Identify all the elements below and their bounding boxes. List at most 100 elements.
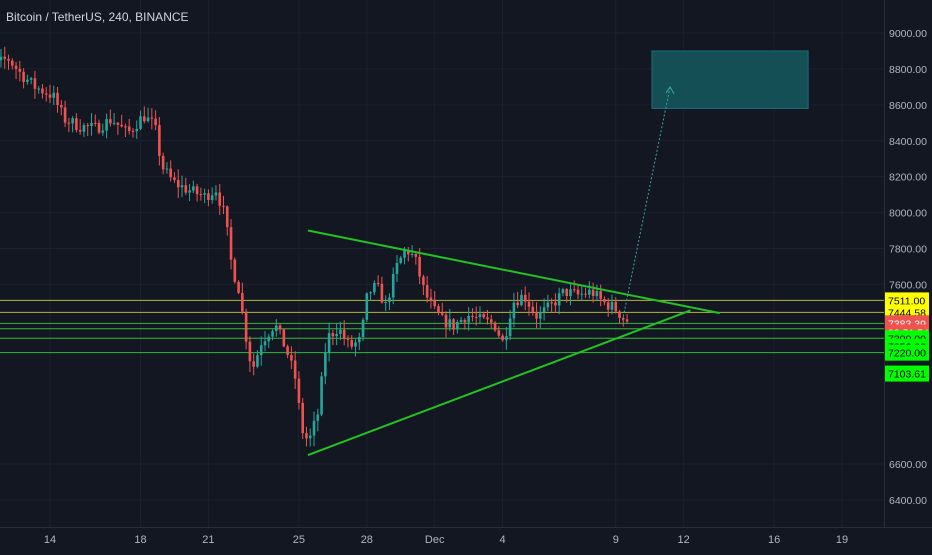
candle-up xyxy=(561,289,565,294)
time-axis-panel[interactable] xyxy=(0,527,932,550)
candle-down xyxy=(75,118,78,130)
price-tick-label: 7800.00 xyxy=(889,244,927,256)
candle-down xyxy=(10,60,14,66)
price-tick-label: 8800.00 xyxy=(889,64,927,76)
candle-up xyxy=(101,130,105,133)
candle-down xyxy=(418,256,421,277)
time-tick-label: 28 xyxy=(361,534,373,546)
candle-up xyxy=(203,193,206,195)
candle-down xyxy=(33,78,37,89)
price-label-tag xyxy=(885,365,929,382)
candle-down xyxy=(489,319,493,323)
candle-down xyxy=(346,338,350,340)
trendline-lower xyxy=(307,309,691,456)
candle-up xyxy=(456,321,459,330)
candle-up xyxy=(478,314,482,318)
candle-down xyxy=(376,283,380,285)
drawing-tools xyxy=(307,85,721,456)
candle-down xyxy=(625,319,629,322)
price-tick-label: 8200.00 xyxy=(889,172,927,184)
candle-down xyxy=(18,68,22,72)
price-label-tag xyxy=(885,344,929,361)
candle-down xyxy=(248,341,252,362)
time-tick-label: Dec xyxy=(425,534,445,546)
candle-up xyxy=(210,195,214,200)
candle-up xyxy=(369,292,372,294)
candle-up xyxy=(256,355,259,367)
projection-arrow-head xyxy=(665,85,675,95)
candle-up xyxy=(557,293,561,306)
candle-up xyxy=(459,319,463,322)
candle-down xyxy=(169,168,172,178)
candle-down xyxy=(56,92,59,105)
time-tick-label: 19 xyxy=(836,534,848,546)
candle-down xyxy=(603,298,606,303)
candle-up xyxy=(467,315,470,323)
candle-down xyxy=(606,302,610,310)
candle-down xyxy=(195,186,199,195)
candle-down xyxy=(463,319,467,323)
candle-up xyxy=(135,128,139,132)
candle-down xyxy=(3,56,7,59)
price-tick-label: 8000.00 xyxy=(889,208,927,220)
candle-down xyxy=(14,65,18,69)
candle-up xyxy=(357,336,361,343)
candle-up xyxy=(505,336,508,341)
candle-up xyxy=(391,273,395,298)
chart-grid xyxy=(0,0,884,527)
candle-up xyxy=(512,302,516,319)
candle-down xyxy=(527,301,531,307)
time-tick-label: 21 xyxy=(202,534,214,546)
candle-up xyxy=(71,118,74,124)
candle-down xyxy=(535,311,538,319)
candle-up xyxy=(37,88,40,90)
candle-up xyxy=(82,125,86,132)
candle-up xyxy=(165,168,169,170)
candle-down xyxy=(290,354,293,361)
candle-down xyxy=(497,330,501,336)
candle-up xyxy=(448,319,452,328)
candle-down xyxy=(440,313,444,315)
candle-down xyxy=(297,378,301,403)
candle-up xyxy=(112,122,116,124)
candle-up xyxy=(0,56,3,61)
candlestick-series xyxy=(0,46,629,447)
candle-down xyxy=(218,192,222,206)
candle-down xyxy=(44,93,48,95)
candle-up xyxy=(320,376,323,415)
candle-down xyxy=(501,335,504,341)
price-tick-label: 6400.00 xyxy=(889,495,927,507)
price-tick-label: 8400.00 xyxy=(889,136,927,148)
candle-up xyxy=(29,78,33,80)
candle-down xyxy=(150,117,154,119)
candle-down xyxy=(184,185,188,193)
candle-down xyxy=(572,289,576,291)
candle-up xyxy=(146,117,150,122)
price-axis-panel[interactable] xyxy=(884,0,932,527)
candle-down xyxy=(342,329,346,339)
time-tick-label: 12 xyxy=(678,534,690,546)
candle-down xyxy=(282,329,286,347)
candle-up xyxy=(542,307,546,313)
price-axis-labels: 7511.007444.587383.3903:51:547300.007253… xyxy=(885,292,929,382)
candle-down xyxy=(554,302,557,306)
candle-down xyxy=(41,88,44,94)
candle-up xyxy=(595,291,599,297)
candle-down xyxy=(154,118,157,126)
candle-down xyxy=(67,122,71,124)
candle-up xyxy=(361,319,365,337)
price-tick-label: 6600.00 xyxy=(889,459,927,471)
candle-down xyxy=(244,311,248,342)
candle-down xyxy=(380,283,384,303)
candle-up xyxy=(192,186,195,191)
price-axis[interactable]: 9000.00 8800.00 8600.00 8400.00 8200.00 8000.… xyxy=(889,28,927,507)
candle-up xyxy=(588,289,591,295)
candle-down xyxy=(482,314,486,318)
candle-down xyxy=(452,319,455,330)
candle-down xyxy=(331,333,335,337)
candle-up xyxy=(139,116,142,129)
candle-down xyxy=(78,129,82,132)
time-axis[interactable]: 14 18 21 25 28 Dec 4 9 12 16 19 xyxy=(44,534,848,546)
